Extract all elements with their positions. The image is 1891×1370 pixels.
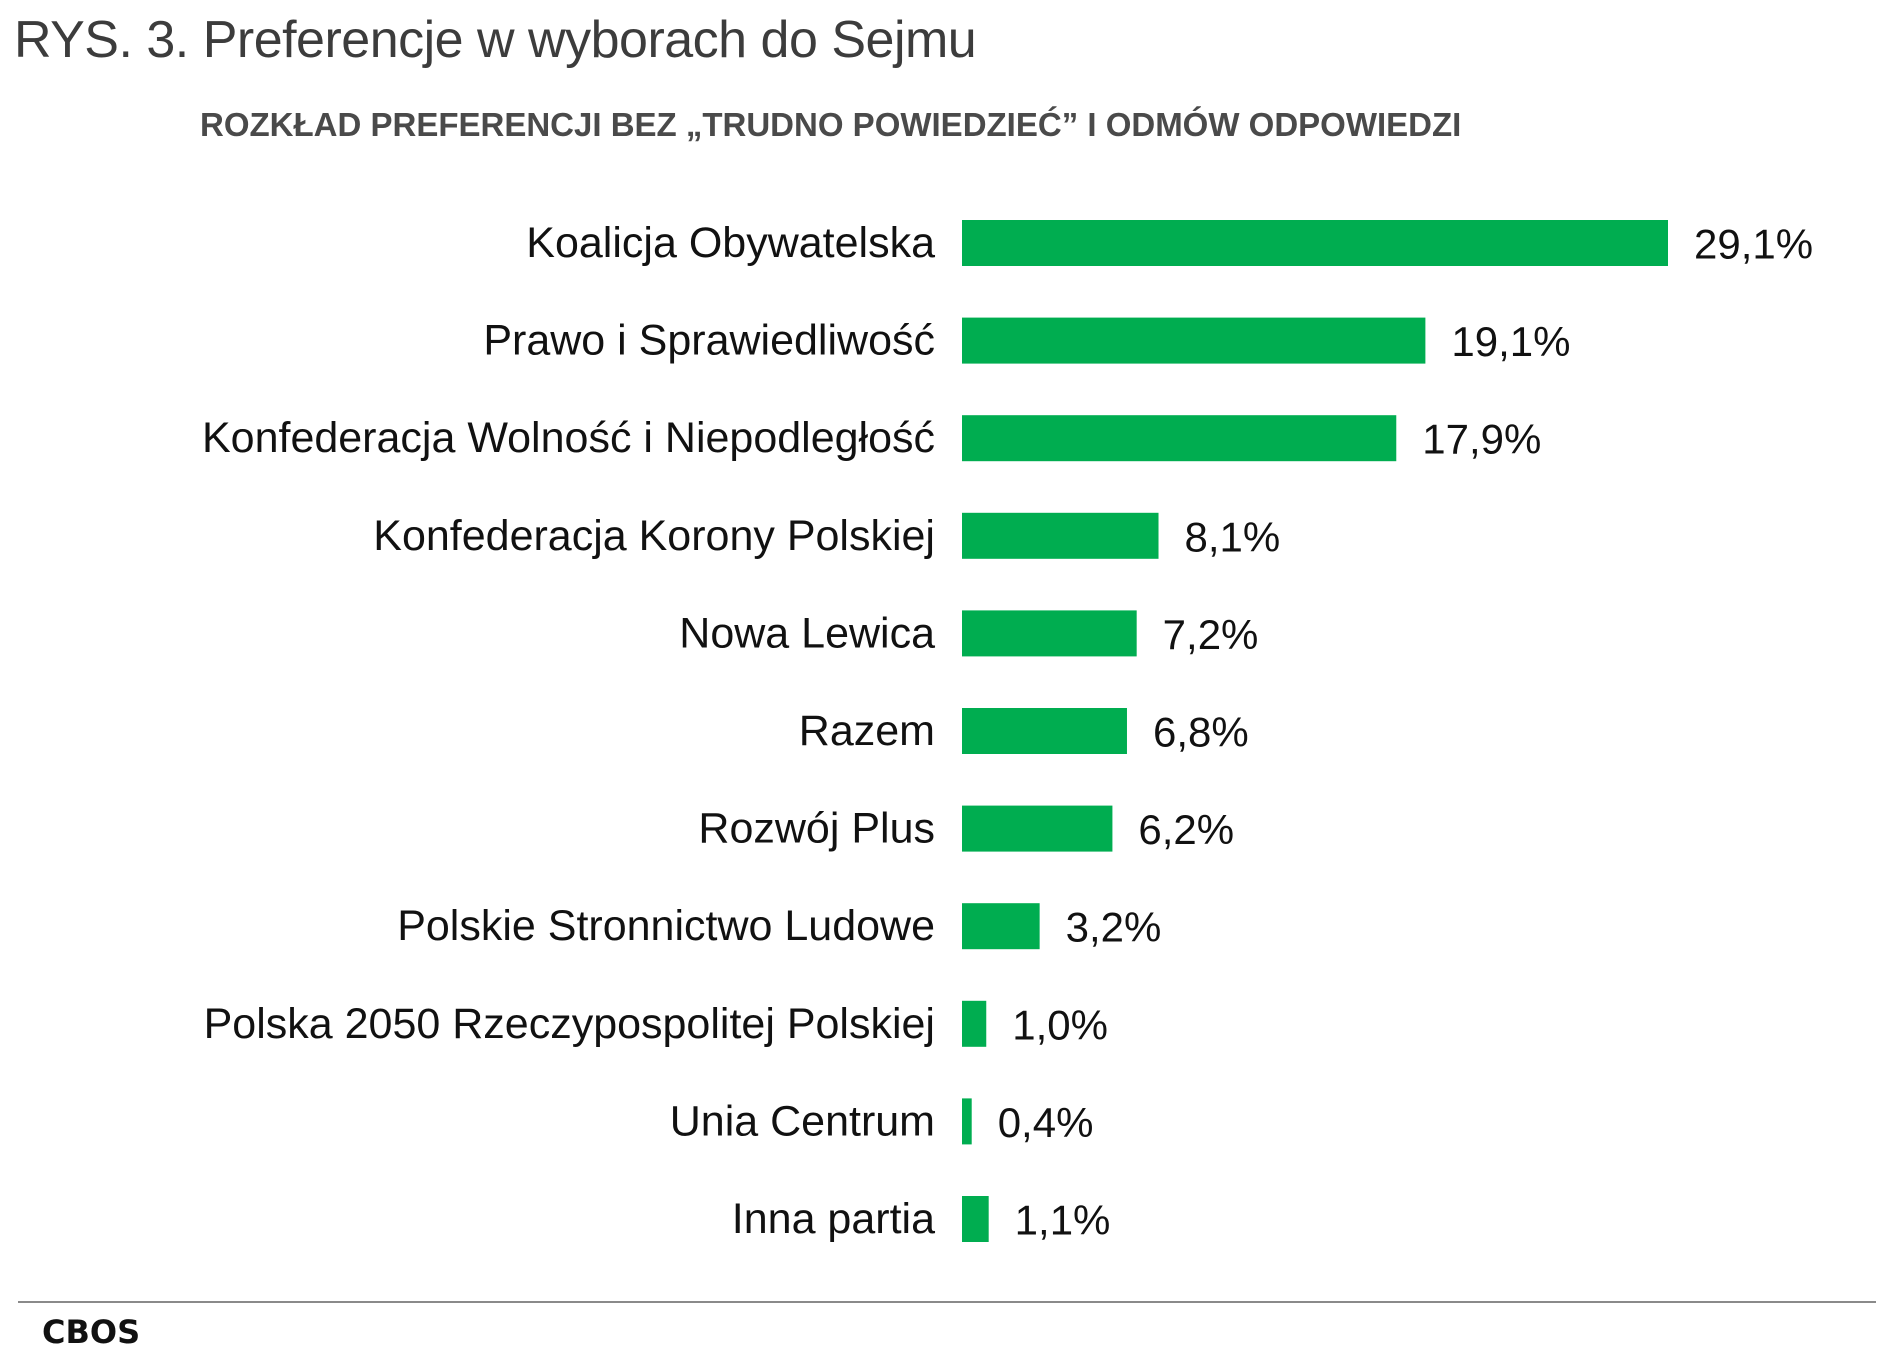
category-label: Prawo i Sprawiedliwość (483, 317, 935, 365)
category-label: Nowa Lewica (679, 609, 935, 657)
category-label: Konfederacja Wolność i Niepodległość (202, 414, 935, 462)
bar-chart: Koalicja Obywatelska 29,1% Prawo i Sprawie… (202, 219, 1813, 1244)
category-label: Polska 2050 Rzeczypospolitej Polskiej (204, 1000, 935, 1048)
value-label: 6,2% (1138, 806, 1234, 853)
category-label: Unia Centrum (670, 1097, 935, 1145)
category-label: Polskie Stronnictwo Ludowe (397, 902, 935, 950)
value-label: 7,2% (1163, 611, 1259, 658)
value-label: 29,1% (1694, 221, 1813, 268)
chart-subtitle: ROZKŁAD PREFERENCJI BEZ „TRUDNO POWIEDZI… (200, 106, 1462, 143)
bar (962, 1000, 987, 1047)
category-label: Konfederacja Korony Polskiej (373, 512, 935, 560)
bar (962, 1098, 972, 1145)
category-label: Koalicja Obywatelska (526, 219, 935, 267)
bar (962, 317, 1426, 364)
category-label: Razem (799, 707, 935, 755)
bar (962, 805, 1113, 852)
bar (962, 220, 1668, 266)
bar (962, 1196, 989, 1242)
footer-divider (18, 1301, 1876, 1303)
category-label: Inna partia (732, 1195, 935, 1243)
bar (962, 903, 1040, 950)
value-label: 19,1% (1451, 318, 1570, 365)
bar (962, 708, 1127, 754)
value-label: 3,2% (1066, 904, 1162, 951)
source-label: CBOS (42, 1313, 141, 1351)
value-label: 6,8% (1153, 709, 1249, 756)
value-label: 17,9% (1422, 416, 1541, 463)
bar (962, 610, 1137, 657)
chart-title: RYS. 3. Preferencje w wyborach do Sejmu (14, 11, 977, 69)
bar (962, 415, 1397, 462)
value-label: 1,0% (1012, 1001, 1108, 1048)
value-label: 1,1% (1015, 1197, 1111, 1244)
category-label: Rozwój Plus (698, 805, 935, 853)
bar (962, 512, 1159, 559)
value-label: 8,1% (1185, 513, 1281, 560)
value-label: 0,4% (998, 1099, 1094, 1146)
